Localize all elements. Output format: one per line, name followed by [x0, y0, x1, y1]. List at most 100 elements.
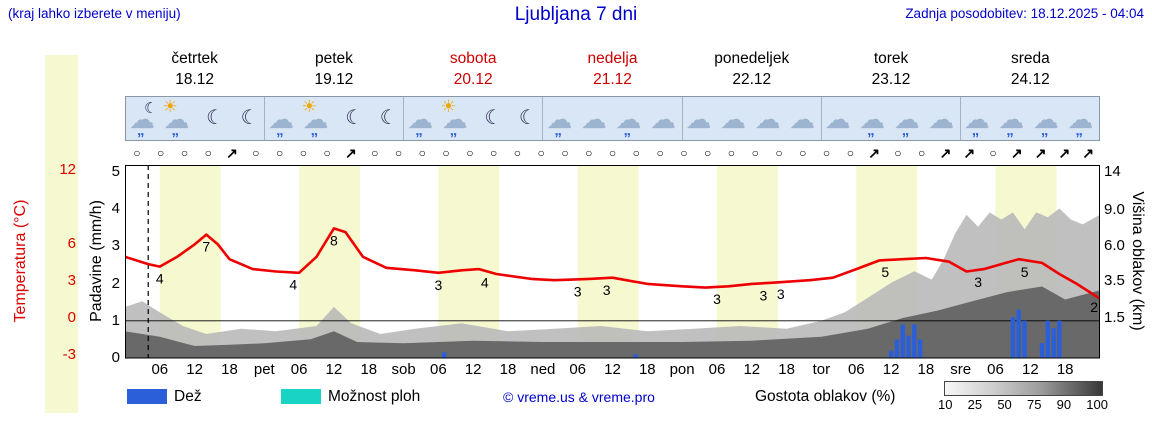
x-tick-label: 18	[500, 361, 517, 378]
calm-wind-icon: ○	[680, 146, 688, 160]
density-tick: 25	[967, 397, 983, 412]
cloud-icon: ☁	[820, 97, 857, 140]
rain-bar	[633, 354, 638, 358]
cloud-glyph: ☁	[615, 104, 642, 134]
calm-wind-icon: ○	[489, 146, 498, 160]
cloud-rain-icon: ☁ „	[995, 97, 1030, 140]
rain-bar	[1051, 328, 1056, 358]
x-tick-label: pon	[670, 361, 695, 378]
cloud-glyph: ☁	[928, 104, 955, 134]
sun-glyph: ☀	[162, 97, 178, 116]
cloud-glyph: ☁	[859, 104, 886, 134]
x-tick-label: 06	[430, 361, 447, 378]
calm-wind-icon: ○	[727, 146, 736, 160]
precip-axis-tick: 4	[111, 200, 120, 218]
cloud-icon: ☁	[717, 97, 752, 140]
calm-wind-icon: ○	[822, 146, 831, 160]
temp-axis-tick: 3	[67, 272, 76, 290]
cloud-rain-icon: ☁ „	[542, 97, 578, 140]
wind-barb-icon: ↗	[868, 144, 880, 161]
cloud-axis-tick: 9.0	[1104, 201, 1125, 218]
x-tick-label: 18	[918, 361, 935, 378]
x-tick-label: 12	[604, 361, 621, 378]
day-header-ponedeljek: ponedeljek 22.12	[714, 50, 790, 88]
day-header-sreda: sreda 24.12	[1010, 50, 1050, 88]
x-tick-label: 18	[639, 361, 656, 378]
calm-wind-icon: ○	[157, 146, 165, 160]
x-tick-label: 18	[221, 361, 238, 378]
calm-wind-icon: ○	[418, 146, 426, 160]
copyright-link[interactable]: © vreme.us & vreme.pro	[503, 389, 655, 405]
calm-wind-icon: ○	[751, 146, 759, 160]
density-tick: 10	[938, 397, 953, 412]
sun-cloud-rain-icon: ☀ ☁ „	[300, 97, 335, 140]
x-tick-label: 12	[1022, 361, 1039, 378]
temp-point-label: 8	[330, 232, 338, 248]
wind-barb-icon: ↗	[1082, 144, 1094, 161]
calm-wind-icon: ○	[466, 146, 474, 160]
temp-axis-tick: 12	[59, 161, 76, 179]
wind-symbol-row: ○ ○ ○ ○ ↗ ○ ○ ○ ○ ↗ ○ ○ ○ ○ ○ ○ ○ ○ ○ ○ ○ ○ ○ ○ ○ ○ ○ ○ ○ ○ ○ ↗ ○ ○ ↗ ↗ ○ ↗ ↗ ↗…	[125, 142, 1100, 164]
daylight-band	[716, 165, 778, 358]
calm-wind-icon: ○	[585, 146, 593, 160]
cloud-rain-icon: ☁ „	[612, 97, 647, 140]
moon-cloud-rain-icon: ☁ ☾ „	[126, 97, 161, 140]
calm-wind-icon: ○	[632, 146, 640, 160]
rain-legend-label: Dež	[174, 388, 202, 405]
cloud-axis-tick: 14	[1104, 163, 1121, 180]
day-header-petek: petek 19.12	[314, 50, 354, 88]
rain-glyph: „	[623, 122, 631, 139]
last-update-text: Zadnja posodobitev: 18.12.2025 - 04:04	[905, 6, 1144, 21]
precip-axis-tick: 0	[111, 349, 120, 366]
cloud-layer-low-clouds-dense	[125, 286, 1100, 358]
temp-point-label: 4	[156, 271, 164, 287]
calm-wind-icon: ○	[323, 146, 331, 160]
rain-glyph: „	[971, 122, 980, 139]
temp-axis-tick: 0	[67, 309, 76, 327]
cloud-glyph: ☁	[1067, 104, 1094, 134]
x-tick-label: 18	[1057, 361, 1074, 378]
calm-wind-icon: ○	[799, 146, 807, 160]
x-tick-label: 06	[151, 361, 168, 378]
moon-icon: ☾	[473, 97, 508, 140]
moon-glyph: ☾	[206, 107, 224, 129]
cloud-rain-icon: ☁ „	[403, 97, 439, 140]
rain-glyph: „	[276, 122, 284, 139]
temperature-line	[124, 227, 1101, 300]
cloud-glyph: ☁	[685, 104, 712, 134]
rain-bar	[917, 339, 923, 358]
rain-legend-swatch	[127, 389, 167, 404]
rain-glyph: „	[1006, 122, 1014, 139]
x-tick-label: 12	[883, 361, 900, 378]
cloud-glyph: ☁	[893, 104, 920, 134]
showers-legend-swatch	[281, 389, 321, 404]
cloud-rain-icon: ☁ „	[264, 97, 300, 140]
cloud-glyph: ☁	[441, 104, 468, 134]
sun-cloud-rain-icon: ☀ ☁ „	[439, 97, 474, 140]
sun-glyph: ☀	[301, 97, 317, 116]
moon-icon: ☾	[369, 97, 404, 140]
precipitation-axis-label: Padavine (mm/h)	[88, 200, 105, 322]
page-title: Ljubljana 7 dni	[514, 4, 638, 25]
density-tick: 100	[1086, 397, 1108, 412]
calm-wind-icon: ○	[989, 146, 997, 160]
cloud-density-gradient	[944, 381, 1103, 396]
day-header-sobota: sobota 20.12	[449, 50, 497, 88]
moon-glyph: ☾	[240, 107, 259, 129]
rain-bar	[888, 350, 894, 358]
x-tick-label: sob	[392, 361, 416, 378]
rain-bar	[906, 335, 911, 358]
moon-icon: ☾	[230, 97, 265, 140]
cloud-glyph: ☁	[163, 104, 190, 134]
temperature-axis-label: Temperatura (°C)	[12, 199, 29, 323]
day-header-četrtek: četrtek 18.12	[171, 50, 218, 88]
x-tick-label: 06	[848, 361, 865, 378]
cloud-axis-tick: 1.5	[1104, 309, 1125, 326]
calm-wind-icon: ○	[537, 146, 545, 160]
x-tick-label: 12	[743, 361, 760, 378]
weather-icon-strip: ☁ ☾ „ ☀ ☁ „ ☾ ☾ ☁ „ ☀ ☁ „ ☾ ☾ ☁ „ ☀ ☁ „ ☾ ☾ ☁ „ ☁ ☁ „ ☁ ☁ ☁ ☁ ☁ ☁ ☁ „ ☁ „ ☁ ☁ „…	[125, 96, 1100, 141]
moon-glyph: ☾	[379, 107, 398, 129]
cloud-rain-icon: ☁ „	[959, 97, 996, 140]
